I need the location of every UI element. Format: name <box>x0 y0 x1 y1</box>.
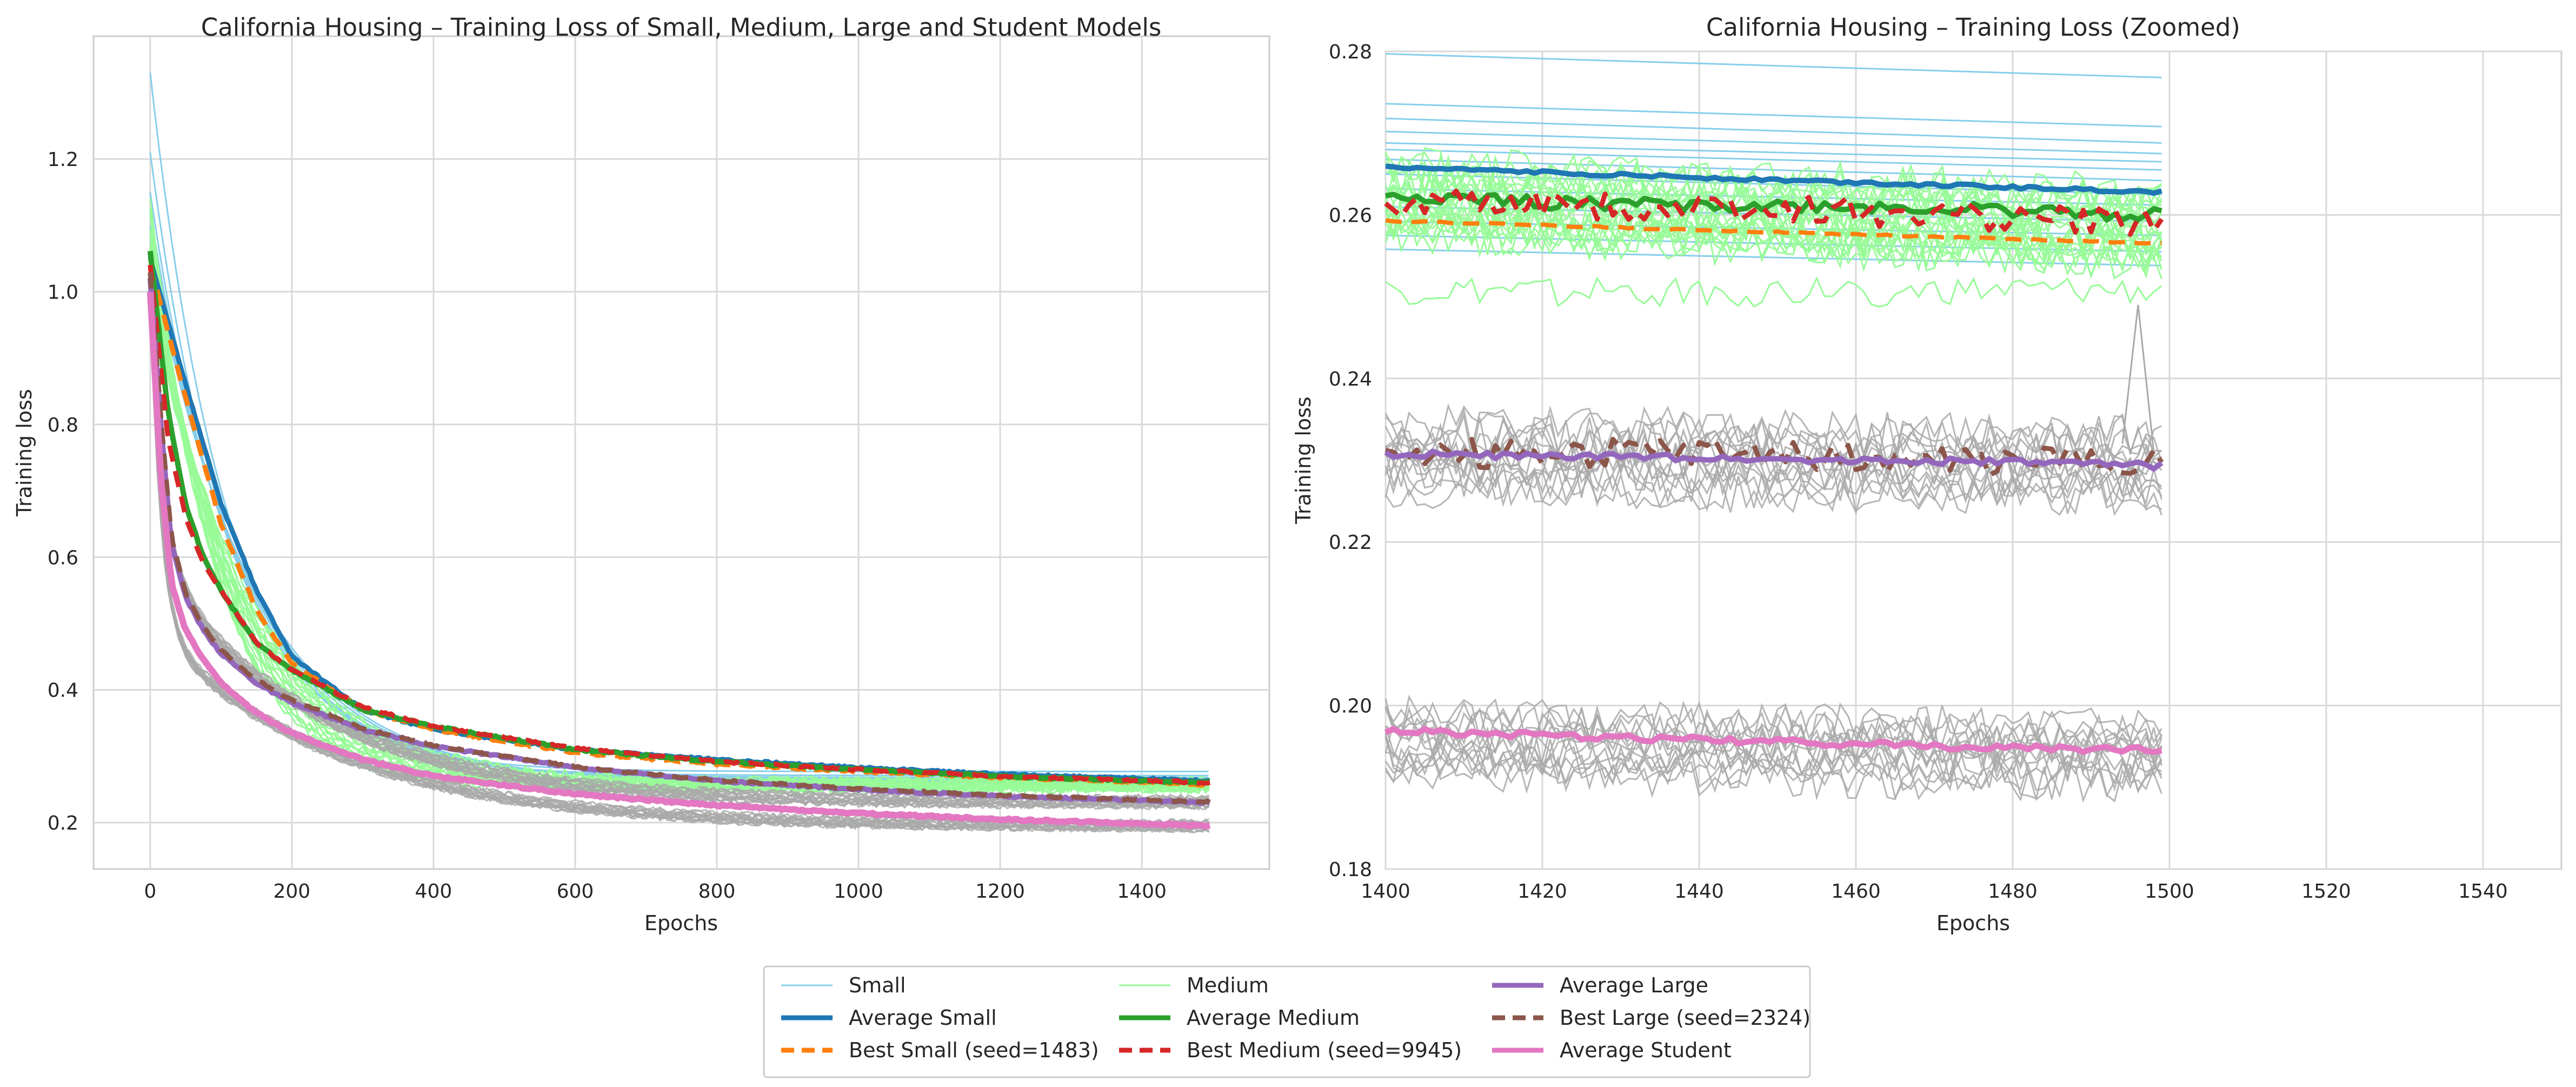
left-x-tick-label: 400 <box>415 880 452 903</box>
right-large-run-line <box>1384 406 2162 458</box>
right-small-run-line <box>1385 148 2162 171</box>
right-y-tick-label: 0.22 <box>1329 532 1372 554</box>
right-small-run-line <box>1385 117 2162 144</box>
left-plot-area <box>92 35 1270 870</box>
right-x-tick-labels: 1400 1420 1440 1460 1480 1500 1520 1540 <box>1361 880 2508 903</box>
right-best-medium-line <box>1384 188 2164 237</box>
right-medium-run-line <box>1384 216 2162 277</box>
left-x-tick-label: 0 <box>144 880 156 903</box>
right-large-run-line <box>1384 461 2162 516</box>
left-best-large-line <box>148 272 1211 805</box>
right-average-student-line <box>1384 726 2162 755</box>
left-y-tick-label: 1.2 <box>48 149 78 171</box>
legend: Small Average Small Best Small (seed=1483)… <box>763 965 1811 1078</box>
left-y-tick-label: 1.0 <box>48 281 78 303</box>
left-x-tick-label: 800 <box>698 880 736 903</box>
right-small-run-line <box>1385 130 2162 155</box>
left-x-tick-label: 1400 <box>1117 880 1167 903</box>
legend-label: Small <box>849 973 906 997</box>
right-y-tick-label: 0.20 <box>1329 695 1372 718</box>
legend-label: Best Medium (seed=9945) <box>1187 1038 1462 1062</box>
right-student-run-line <box>1384 746 2162 792</box>
right-x-tick-label: 1520 <box>2301 880 2351 903</box>
right-x-tick-label: 1420 <box>1517 880 1567 903</box>
right-large-run-line <box>1385 434 2162 486</box>
right-y-tick-label: 0.24 <box>1329 368 1372 390</box>
right-y-tick-label: 0.18 <box>1329 859 1372 881</box>
left-y-tick-labels: 0.2 0.4 0.6 0.8 1.0 1.2 <box>48 149 78 834</box>
legend-label: Medium <box>1187 973 1269 997</box>
left-x-tick-label: 200 <box>274 880 311 903</box>
legend-label: Best Small (seed=1483) <box>849 1038 1099 1062</box>
left-large-run-line <box>149 290 1209 807</box>
right-x-tick-label: 1480 <box>1988 880 2038 903</box>
left-gridlines <box>94 36 1269 869</box>
left-y-tick-label: 0.8 <box>48 414 78 436</box>
left-medium-run-line <box>149 286 1209 791</box>
left-x-tick-label: 1200 <box>975 880 1025 903</box>
right-y-tick-label: 0.26 <box>1329 204 1372 227</box>
left-series-group <box>147 72 1211 833</box>
right-medium-run-line <box>1384 154 2162 222</box>
left-best-medium-line <box>148 264 1211 786</box>
left-medium-run-line <box>149 270 1209 793</box>
right-medium-run-line <box>1385 276 2162 308</box>
right-small-run-line <box>1385 142 2162 163</box>
right-chart-title: California Housing – Training Loss (Zoom… <box>1706 13 2240 42</box>
right-y-axis-label: Training loss <box>1292 396 1315 524</box>
right-small-run-line <box>1385 158 2162 182</box>
right-large-run-line <box>1384 461 2162 516</box>
right-student-run-line <box>1385 751 2162 803</box>
right-student-run-line <box>1384 742 2162 792</box>
left-x-tick-label: 600 <box>557 880 594 903</box>
right-large-run-line <box>1384 443 2162 500</box>
right-series-group <box>1384 53 2164 803</box>
left-chart-panel: 0 200 400 600 800 1000 1200 1400 0.2 0.4 0.6 0.8 1.… <box>12 13 1270 935</box>
right-medium-run-line <box>1384 202 2162 269</box>
legend-label: Average Student <box>1560 1038 1732 1062</box>
right-y-tick-label: 0.28 <box>1329 41 1372 63</box>
left-x-axis-label: Epochs <box>644 911 718 935</box>
right-x-tick-label: 1460 <box>1831 880 1881 903</box>
legend-items: Small Average Small Best Small (seed=1483)… <box>781 973 1810 1062</box>
legend-label: Average Small <box>849 1006 997 1030</box>
right-large-spike-line <box>2121 304 2155 453</box>
right-x-tick-label: 1500 <box>2145 880 2194 903</box>
right-student-run-line <box>1385 715 2162 767</box>
legend-label: Best Large (seed=2324) <box>1560 1006 1810 1030</box>
right-best-small-line <box>1385 218 2162 246</box>
right-average-large-line <box>1384 448 2164 472</box>
left-student-run-line <box>149 299 1209 830</box>
legend-box <box>763 965 1811 1078</box>
right-student-run-line <box>1384 698 2162 747</box>
left-x-tick-label: 1000 <box>834 880 883 903</box>
left-y-tick-label: 0.4 <box>48 680 78 702</box>
right-small-run-line <box>1385 103 2162 128</box>
legend-label: Average Medium <box>1187 1006 1360 1030</box>
legend-label: Average Large <box>1560 973 1708 997</box>
right-y-tick-labels: 0.18 0.20 0.22 0.24 0.26 0.28 <box>1329 41 1372 881</box>
right-large-run-line <box>1385 452 2162 511</box>
right-x-tick-label: 1540 <box>2458 880 2508 903</box>
left-chart-title: California Housing – Training Loss of Sm… <box>201 13 1162 42</box>
left-y-axis-label: Training loss <box>12 389 36 516</box>
right-x-tick-label: 1400 <box>1361 880 1410 903</box>
left-y-tick-label: 0.6 <box>48 547 78 569</box>
right-x-tick-label: 1440 <box>1674 880 1724 903</box>
left-large-run-line <box>149 294 1210 811</box>
right-gridlines <box>1384 50 2561 870</box>
right-average-small-line <box>1385 163 2162 196</box>
right-small-run-line <box>1385 188 2162 206</box>
right-x-axis-label: Epochs <box>1936 911 2010 935</box>
left-y-tick-label: 0.2 <box>48 812 78 834</box>
left-x-tick-labels: 0 200 400 600 800 1000 1200 1400 <box>144 880 1167 903</box>
right-medium-run-line <box>1384 147 2162 214</box>
right-small-run-line <box>1385 53 2162 78</box>
left-student-run-line <box>149 297 1210 833</box>
right-chart-panel: 1400 1420 1440 1460 1480 1500 1520 1540 0.18 0.2… <box>1292 13 2562 935</box>
left-average-student-line <box>147 291 1210 830</box>
right-large-run-line <box>1384 416 2162 470</box>
